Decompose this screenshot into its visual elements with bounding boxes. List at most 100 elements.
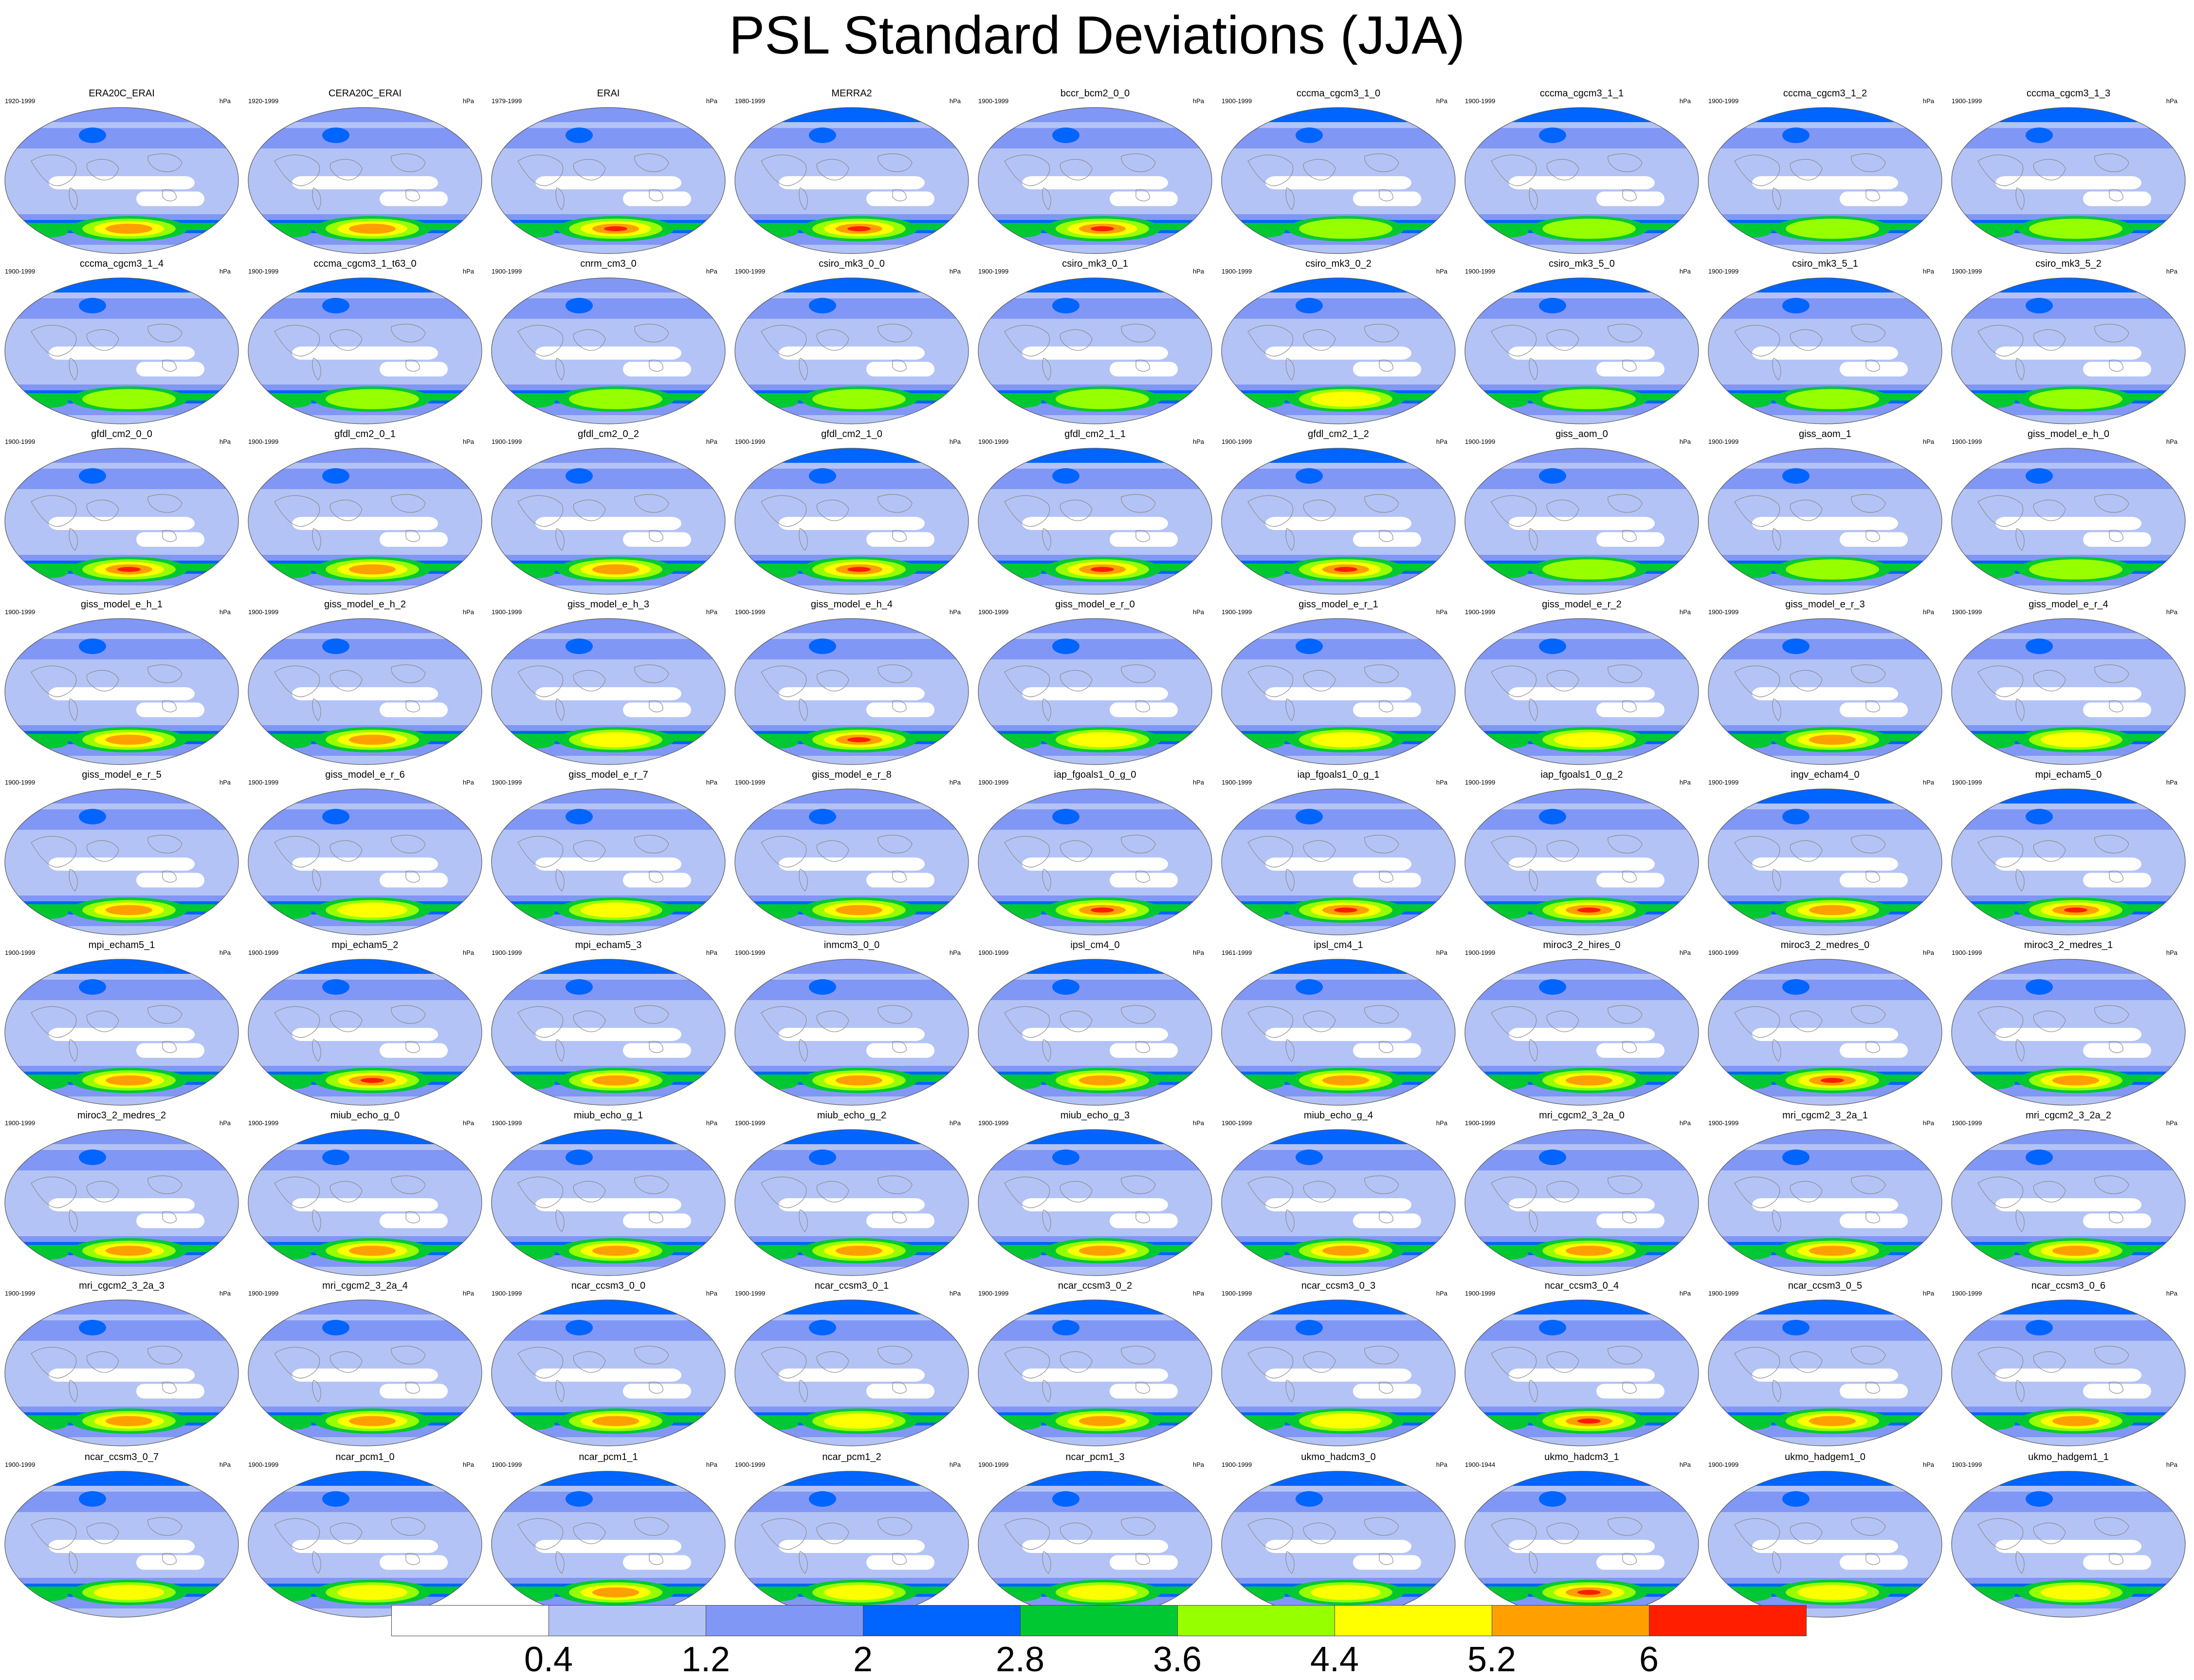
map-outline [1464,1299,1699,1446]
panel-title: ncar_ccsm3_0_7 [84,1452,159,1462]
panel-map [248,448,482,595]
panel-title: csiro_mk3_0_0 [819,258,885,269]
map-panel: csiro_mk3_0_2 1900-1999 hPa [1219,258,1458,426]
panel-years: 1961-1999 [1222,949,1252,956]
panel-title: bccr_bcm2_0_0 [1060,88,1130,99]
map-panel: giss_aom_1 1900-1999 hPa [1705,428,1945,597]
map-outline [978,1129,1212,1276]
map-outline [1221,618,1456,765]
panel-units: hPa [1436,1119,1447,1127]
panel-years: 1900-1999 [5,1290,36,1297]
map-panel: ukmo_hadcm3_1 1900-1944 hPa [1462,1451,1701,1620]
panel-map [1221,277,1456,424]
map-panel: miub_echo_g_4 1900-1999 hPa [1219,1110,1458,1278]
map-panel: miroc3_2_medres_2 1900-1999 hPa [2,1110,241,1278]
panel-map [1221,959,1456,1106]
map-panel: gfdl_cm2_1_0 1900-1999 hPa [732,428,971,597]
panel-units: hPa [219,268,231,275]
panel-title: ipsl_cm4_1 [1314,940,1363,950]
panel-map [1951,1299,2186,1446]
panel-title: giss_aom_0 [1555,429,1608,439]
map-field [1708,619,1942,765]
map-outline [978,448,1212,595]
panel-title: giss_model_e_h_2 [324,599,406,610]
map-outline [1464,618,1699,765]
map-outline [491,277,726,424]
map-panel: ncar_ccsm3_0_4 1900-1999 hPa [1462,1280,1701,1448]
panel-map [1708,788,1942,935]
map-outline [978,277,1212,424]
panel-units: hPa [1436,779,1447,786]
panel-map [978,1299,1212,1446]
map-panel: ncar_pcm1_1 1900-1999 hPa [489,1451,728,1620]
panel-years: 1900-1999 [492,1290,522,1297]
map-panel: mri_cgcm2_3_2a_4 1900-1999 hPa [245,1280,485,1448]
panel-units: hPa [462,438,474,445]
map-panel: ncar_ccsm3_0_6 1900-1999 hPa [1949,1280,2188,1448]
map-panel: ERA20C_ERAI 1920-1999 hPa [2,88,241,256]
panel-map [734,788,969,935]
panel-map [248,618,482,765]
map-panel: miroc3_2_medres_0 1900-1999 hPa [1705,939,1945,1108]
map-field [1222,278,1455,424]
panel-years: 1900-1999 [248,949,279,956]
panel-map [734,107,969,254]
panel-map [1951,1129,2186,1276]
map-field [248,108,482,254]
map-field [1222,959,1455,1105]
panel-years: 1900-1999 [5,949,36,956]
panel-title: mri_cgcm2_3_2a_2 [2026,1110,2111,1121]
map-outline [248,618,482,765]
map-field [1465,278,1699,424]
panel-map [248,1129,482,1276]
map-panel: mpi_echam5_1 1900-1999 hPa [2,939,241,1108]
map-field [1222,448,1455,594]
map-outline [248,1299,482,1446]
panel-years: 1900-1999 [1708,438,1739,445]
panel-map [4,959,239,1106]
map-panel: ukmo_hadgem1_0 1900-1999 hPa [1705,1451,1945,1620]
panel-title: csiro_mk3_5_2 [2035,258,2102,269]
panel-years: 1900-1999 [1222,608,1252,616]
map-panel: csiro_mk3_0_1 1900-1999 hPa [975,258,1215,426]
panel-title: ncar_ccsm3_0_4 [1544,1280,1619,1291]
panel-title: iap_fgoals1_0_g_0 [1054,769,1136,780]
map-outline [1221,107,1456,254]
panel-years: 1900-1999 [978,1461,1009,1468]
panel-title: giss_model_e_r_6 [325,769,405,780]
panel-units: hPa [1192,97,1204,105]
panel-map [1708,959,1942,1106]
map-outline [1708,1299,1942,1446]
map-panel: gfdl_cm2_1_2 1900-1999 hPa [1219,428,1458,597]
panel-years: 1900-1999 [248,1461,279,1468]
map-panel: cccma_cgcm3_1_2 1900-1999 hPa [1705,88,1945,256]
map-panel: ncar_ccsm3_0_1 1900-1999 hPa [732,1280,971,1448]
panel-units: hPa [2166,97,2177,105]
panel-map [1221,618,1456,765]
panel-map [1708,618,1942,765]
map-panel: ncar_ccsm3_0_2 1900-1999 hPa [975,1280,1215,1448]
panel-years: 1900-1999 [1465,608,1496,616]
panel-map [1708,1299,1942,1446]
map-outline [978,107,1212,254]
map-panel: mri_cgcm2_3_2a_1 1900-1999 hPa [1705,1110,1945,1278]
panel-map [734,959,969,1106]
panel-title: gfdl_cm2_0_0 [91,429,152,439]
panel-map [491,107,726,254]
panel-units: hPa [949,779,961,786]
panel-title: ukmo_hadgem1_1 [2028,1452,2109,1462]
panel-title: mpi_echam5_1 [88,940,155,950]
map-outline [4,277,239,424]
map-panel: csiro_mk3_5_2 1900-1999 hPa [1949,258,2188,426]
map-panel: MERRA2 1980-1999 hPa [732,88,971,256]
map-outline [1708,448,1942,595]
panel-map [4,107,239,254]
map-field [1465,1300,1699,1446]
panel-units: hPa [949,97,961,105]
panel-units: hPa [1679,1290,1691,1297]
chart-title: PSL Standard Deviations (JJA) [729,5,1465,65]
map-outline [1708,1129,1942,1276]
panel-units: hPa [1922,949,1934,956]
panel-map [978,277,1212,424]
map-panel: ncar_ccsm3_0_7 1900-1999 hPa [2,1451,241,1620]
